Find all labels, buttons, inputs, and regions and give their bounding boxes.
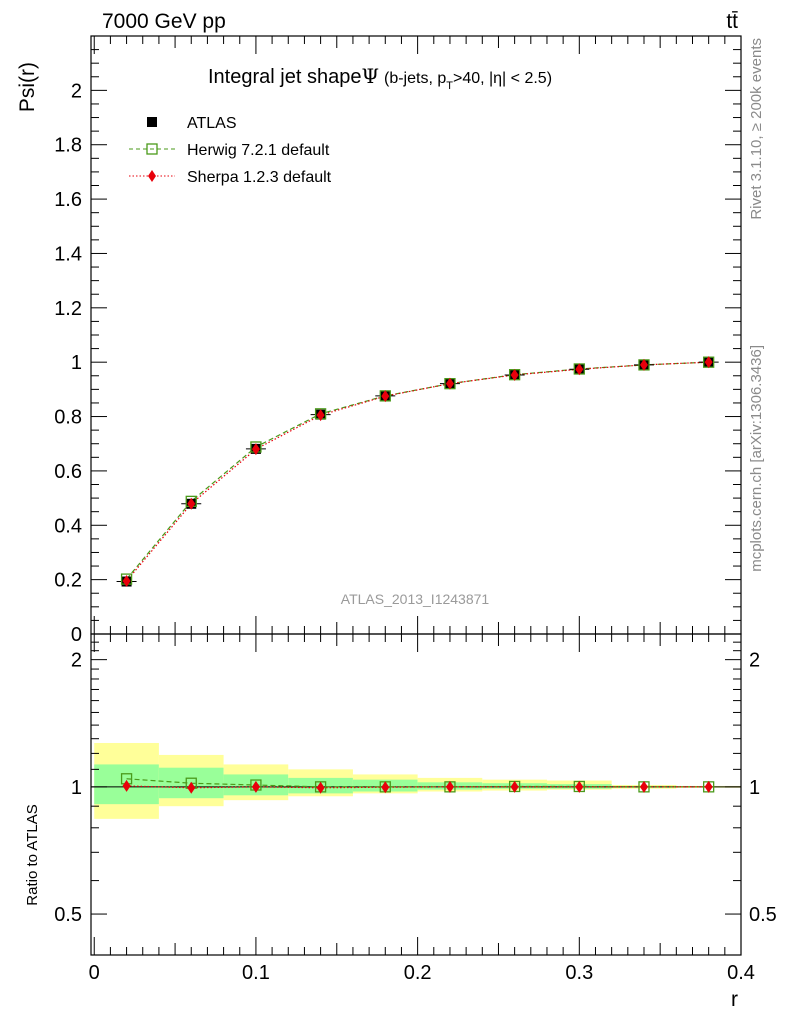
legend-sherpa-label: Sherpa 1.2.3 default (187, 169, 332, 186)
main-series (126, 361, 709, 582)
sherpa-ratio-point (704, 780, 713, 793)
y-tick-label: 0.2 (54, 570, 82, 592)
ratio-y-tick-label: 1 (71, 777, 82, 799)
ratio-y-axis: 0.5 0.5 1 1 2 2 (54, 641, 777, 956)
x-tick-label: 0.3 (565, 962, 593, 984)
sherpa-point (187, 497, 196, 510)
sherpa-point (575, 363, 584, 376)
chart-title: Integral jet shapeΨ (b-jets, pT>40, |η| <… (208, 64, 552, 92)
sherpa-ratio-point (445, 780, 454, 793)
x-tick-label: 0.1 (242, 962, 270, 984)
legend-herwig-marker (146, 143, 158, 155)
rivet-label: Rivet 3.1.10, ≥ 200k events (748, 38, 765, 220)
sherpa-point (381, 390, 390, 403)
sherpa-point (510, 368, 519, 381)
y-tick-label: 1.8 (54, 135, 82, 157)
sherpa-point (445, 377, 454, 390)
sherpa-ratio-point (316, 781, 325, 794)
sherpa-ratio-line (126, 785, 709, 789)
ratio-y-tick-label-right: 1 (749, 777, 760, 799)
y-tick-label: 1.6 (54, 189, 82, 211)
x-tick-label: 0.4 (727, 962, 755, 984)
ratio-y-tick-label-right: 2 (749, 650, 760, 672)
sherpa-ratio-point (639, 780, 648, 793)
sherpa-ratio-point (122, 779, 131, 792)
y-tick-label: 0.8 (54, 407, 82, 429)
sherpa-point (639, 358, 648, 371)
legend-sherpa-marker (148, 170, 156, 182)
legend-entry-sherpa: Sherpa 1.2.3 default (129, 169, 332, 186)
main-markers (116, 356, 719, 587)
y-tick-label: 2 (71, 80, 82, 102)
sherpa-ratio-point (381, 781, 390, 794)
legend-entry-herwig: Herwig 7.2.1 default (129, 142, 330, 159)
y-tick-label: 1 (71, 352, 82, 374)
sherpa-ratio-point (251, 780, 260, 793)
ratio-y-tick-label: 2 (71, 650, 82, 672)
ratio-series (126, 778, 709, 789)
ratio-frame (90, 633, 742, 956)
ratio-y-axis-label: Ratio to ATLAS (24, 804, 41, 905)
y-tick-label: 1.2 (54, 298, 82, 320)
x-axis-label: r (731, 988, 738, 1011)
sherpa-point (251, 443, 260, 456)
y-tick-label: 0 (71, 624, 82, 646)
ratio-y-tick-label-right: 0.5 (749, 904, 777, 926)
sherpa-line (126, 361, 709, 582)
y-tick-label: 1.4 (54, 243, 82, 265)
main-y-axis: 0 0.2 0.4 0.6 0.8 1 1.2 1.4 1.6 1.8 2 (54, 35, 741, 646)
x-tick-label: 0 (89, 962, 100, 984)
analysis-watermark: ATLAS_2013_I1243871 (341, 591, 490, 607)
sherpa-point (122, 574, 131, 587)
ratio-y-tick-label: 0.5 (54, 904, 82, 926)
main-y-axis-label: Psi(r) (16, 62, 39, 112)
x-axis: 0 0.1 0.2 0.3 0.4 (89, 634, 755, 984)
sherpa-ratio-point (510, 780, 519, 793)
legend-herwig-label: Herwig 7.2.1 default (187, 142, 330, 159)
legend-entry-atlas: ATLAS (147, 115, 237, 132)
mcplots-label: mcplots.cern.ch [arXiv:1306.3436] (748, 345, 765, 572)
main-panel: 0 0.2 0.4 0.6 0.8 1 1.2 1.4 1.6 1.8 2 Psi(r) Integ… (16, 35, 742, 646)
y-tick-label: 0.6 (54, 461, 82, 483)
ratio-markers (120, 773, 715, 794)
sherpa-point (704, 356, 713, 369)
legend-atlas-marker (147, 117, 157, 127)
herwig-line (126, 361, 709, 580)
sherpa-ratio-point (187, 781, 196, 794)
y-tick-label: 0.4 (54, 515, 82, 537)
legend-atlas-label: ATLAS (187, 115, 237, 132)
ratio-panel: 0.5 0.51 12 2 0 0.1 0.2 0.3 0.4 Ratio to ATLAS … (24, 633, 777, 1011)
sherpa-ratio-point (575, 780, 584, 793)
energy-label: 7000 GeV pp (102, 10, 226, 33)
sherpa-point (316, 409, 325, 422)
process-label: tt̄ (726, 10, 738, 33)
main-x-ticks (93, 36, 742, 634)
x-tick-label: 0.2 (404, 962, 432, 984)
legend: ATLAS Herwig 7.2.1 default Sherpa 1.2.3 … (129, 115, 332, 186)
